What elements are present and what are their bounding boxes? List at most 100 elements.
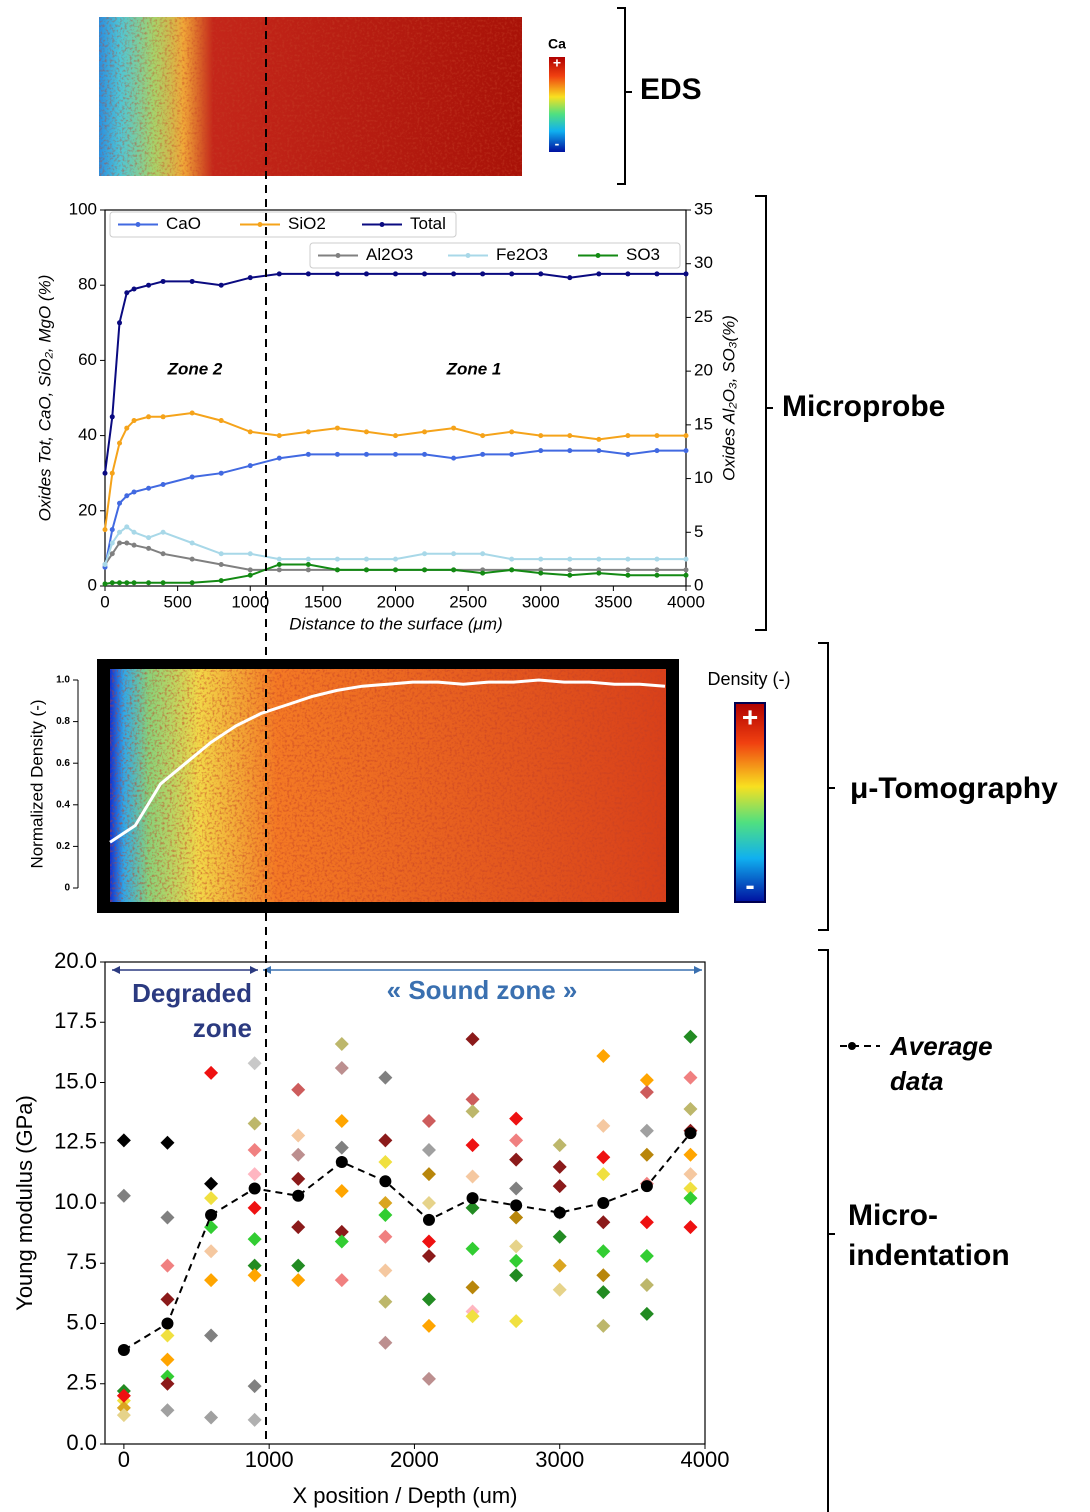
data-point bbox=[465, 1309, 480, 1324]
data-point bbox=[218, 282, 224, 288]
data-point bbox=[538, 433, 544, 439]
data-point bbox=[363, 556, 369, 562]
y-tick-label: 12.5 bbox=[54, 1129, 97, 1154]
data-point bbox=[117, 529, 123, 535]
data-point bbox=[363, 429, 369, 435]
data-point bbox=[378, 1155, 393, 1170]
data-point bbox=[552, 1138, 567, 1153]
data-point bbox=[102, 581, 108, 587]
data-point bbox=[654, 271, 660, 277]
data-point bbox=[625, 556, 631, 562]
data-point bbox=[378, 1335, 393, 1350]
legend-marker bbox=[848, 1042, 856, 1050]
eds-colorbar-min: - bbox=[555, 136, 560, 152]
legend-box bbox=[109, 211, 457, 238]
data-point bbox=[247, 1200, 262, 1215]
data-point bbox=[567, 567, 573, 573]
y2-tick-label: 25 bbox=[694, 307, 713, 326]
legend-label: Average data bbox=[890, 1031, 993, 1096]
data-point bbox=[160, 580, 166, 586]
data-point bbox=[334, 425, 340, 431]
data-point bbox=[393, 556, 398, 562]
data-point bbox=[480, 451, 486, 457]
data-point bbox=[567, 275, 573, 281]
data-point bbox=[189, 556, 195, 562]
y-tick-label: 10.0 bbox=[54, 1189, 97, 1214]
data-point bbox=[552, 1282, 567, 1297]
legend-label: SiO2 bbox=[288, 214, 326, 233]
average-point bbox=[292, 1189, 305, 1202]
data-point bbox=[131, 542, 137, 548]
data-point bbox=[465, 1169, 480, 1184]
x-tick-label: 3500 bbox=[594, 592, 632, 611]
data-point bbox=[393, 271, 398, 277]
data-point bbox=[276, 567, 282, 573]
data-point bbox=[451, 425, 457, 431]
legend-label: CaO bbox=[166, 214, 201, 233]
data-point bbox=[393, 433, 398, 439]
legend-label: Al2O3 bbox=[366, 245, 413, 264]
data-point bbox=[247, 275, 253, 281]
data-point bbox=[102, 470, 108, 476]
data-point bbox=[422, 271, 428, 277]
data-point bbox=[509, 1210, 524, 1225]
x-tick-label: 4000 bbox=[667, 592, 705, 611]
average-line bbox=[123, 1132, 692, 1351]
data-point bbox=[465, 1032, 480, 1047]
data-point bbox=[160, 1403, 175, 1418]
x-tick-label: 2500 bbox=[449, 592, 487, 611]
y-tick-label: 0.0 bbox=[66, 1430, 97, 1455]
data-point bbox=[596, 1215, 611, 1230]
y-tick-label: 0.8 bbox=[56, 716, 70, 727]
y-tick-label: 20.0 bbox=[54, 948, 97, 973]
data-point bbox=[160, 1292, 175, 1307]
data-point bbox=[683, 1167, 698, 1182]
legend-marker bbox=[335, 253, 341, 258]
legend-label: Total bbox=[410, 214, 446, 233]
data-point bbox=[218, 418, 224, 424]
data-point bbox=[124, 580, 130, 586]
data-point bbox=[102, 527, 108, 533]
data-point bbox=[117, 440, 123, 446]
average-point bbox=[466, 1192, 479, 1205]
data-point bbox=[204, 1328, 219, 1343]
data-point bbox=[596, 1268, 611, 1283]
data-point bbox=[146, 580, 152, 586]
data-point bbox=[509, 451, 515, 457]
data-point bbox=[109, 527, 115, 533]
data-point bbox=[596, 1048, 611, 1063]
data-point bbox=[422, 451, 428, 457]
data-point bbox=[465, 1200, 480, 1215]
annotation: Zone 2 bbox=[167, 359, 223, 378]
data-point bbox=[596, 436, 602, 442]
x-axis-label: X position / Depth (um) bbox=[293, 1483, 518, 1508]
data-point bbox=[625, 567, 631, 573]
data-point bbox=[421, 1142, 436, 1157]
data-point bbox=[160, 1135, 175, 1150]
data-point bbox=[305, 271, 311, 277]
average-point bbox=[248, 1182, 261, 1195]
data-point bbox=[363, 567, 369, 573]
data-point bbox=[421, 1249, 436, 1264]
data-point bbox=[204, 1065, 219, 1080]
data-point bbox=[334, 1140, 349, 1155]
data-point bbox=[509, 1111, 524, 1126]
data-point bbox=[596, 448, 602, 454]
section-label: Microprobe bbox=[782, 390, 945, 423]
series-line bbox=[109, 678, 666, 844]
data-point bbox=[625, 451, 631, 457]
data-point bbox=[596, 556, 602, 562]
bracket bbox=[818, 642, 835, 931]
data-point bbox=[509, 1133, 524, 1148]
annotation: « Sound zone » bbox=[387, 975, 578, 1005]
data-point bbox=[117, 580, 123, 586]
data-point bbox=[509, 1314, 524, 1329]
data-point bbox=[596, 1285, 611, 1300]
data-point bbox=[639, 1073, 654, 1088]
data-point bbox=[247, 1258, 262, 1273]
data-point bbox=[393, 567, 398, 573]
data-point bbox=[204, 1191, 219, 1206]
data-point bbox=[291, 1082, 306, 1097]
data-point bbox=[189, 474, 195, 480]
average-point bbox=[161, 1317, 174, 1330]
